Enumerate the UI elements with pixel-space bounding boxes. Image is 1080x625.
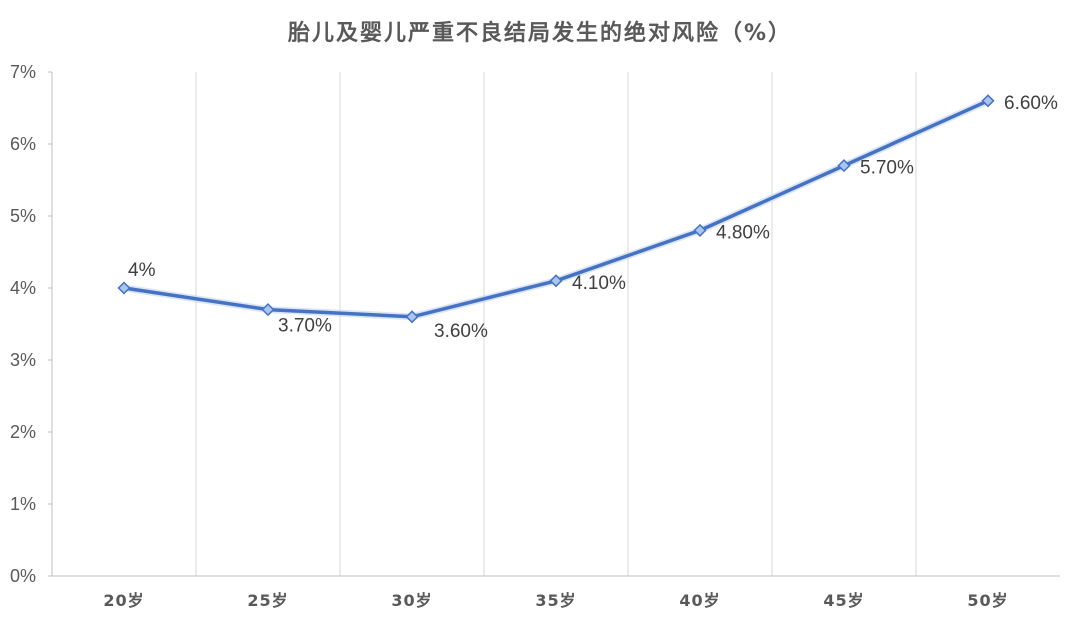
y-tick-label: 3% (10, 350, 36, 370)
data-point-marker (549, 274, 563, 288)
y-axis: 0% 1% 2% 3% 4% 5% 6% 7% (10, 62, 52, 586)
y-tick-label: 1% (10, 494, 36, 514)
series-layer (117, 94, 995, 324)
x-tick-label: 40岁 (679, 591, 720, 610)
data-label: 3.60% (434, 321, 488, 342)
y-tick-label: 5% (10, 206, 36, 226)
data-point-marker (981, 94, 995, 108)
data-label: 3.70% (278, 316, 332, 337)
data-point-marker (693, 223, 707, 237)
data-point-marker (405, 310, 419, 324)
x-tick-label: 25岁 (247, 591, 288, 610)
data-label-layer: 4% 3.70% 3.60% 4.10% 4.80% 5.70% 6.60% (128, 93, 1058, 342)
x-tick-label: 50岁 (967, 591, 1008, 610)
grid-layer (51, 72, 1060, 577)
data-point-marker (117, 281, 131, 295)
y-tick-label: 2% (10, 422, 36, 442)
x-tick-label: 45岁 (823, 591, 864, 610)
data-label: 5.70% (860, 158, 914, 179)
chart-title: 胎儿及婴儿严重不良结局发生的绝对风险（%） (288, 20, 792, 46)
data-point-marker (837, 159, 851, 173)
x-tick-label: 20岁 (103, 591, 144, 610)
data-label: 6.60% (1004, 93, 1058, 114)
data-point-marker (261, 303, 275, 317)
data-label: 4.10% (572, 273, 626, 294)
data-label: 4.80% (716, 222, 770, 243)
y-tick-label: 4% (10, 278, 36, 298)
data-label: 4% (128, 260, 156, 281)
x-tick-label: 30岁 (391, 591, 432, 610)
y-tick-label: 0% (10, 566, 36, 586)
x-axis: 20岁 25岁 30岁 35岁 40岁 45岁 50岁 (103, 591, 1008, 610)
y-tick-label: 6% (10, 134, 36, 154)
y-tick-label: 7% (10, 62, 36, 82)
x-tick-label: 35岁 (535, 591, 576, 610)
